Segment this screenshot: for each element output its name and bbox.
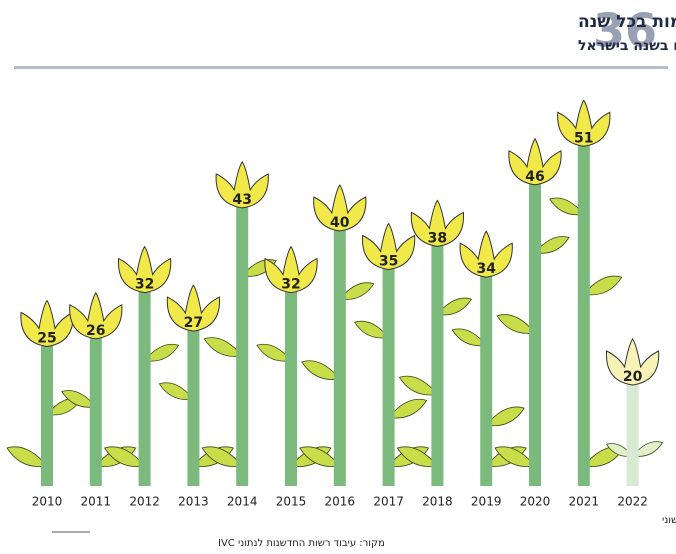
stem bbox=[41, 344, 53, 486]
tulip: 43 bbox=[215, 160, 269, 209]
x-tick-label: 2017 bbox=[373, 495, 404, 509]
stem bbox=[138, 290, 151, 486]
leaf bbox=[339, 282, 375, 300]
x-tick-label: 2010 bbox=[32, 495, 63, 509]
leaf bbox=[496, 314, 536, 334]
tulip: 25 bbox=[20, 299, 74, 348]
figure-number: 36 bbox=[593, 4, 657, 58]
tulip: 34 bbox=[459, 230, 513, 278]
leaf bbox=[436, 297, 473, 316]
stem bbox=[382, 267, 395, 486]
x-tick-label: 2011 bbox=[81, 495, 112, 509]
tulip: 46 bbox=[508, 137, 562, 186]
x-tick-label: 2021 bbox=[569, 495, 600, 509]
leaf bbox=[549, 197, 585, 216]
stem bbox=[236, 205, 249, 486]
leaf bbox=[396, 446, 439, 467]
leaf bbox=[494, 446, 536, 467]
chart-subtitle: מספר חברות אקלים-טק חדשות שהוקמו בשנה בי… bbox=[578, 38, 676, 54]
leaf bbox=[301, 360, 341, 380]
leaves bbox=[6, 197, 664, 467]
tulip: 20 bbox=[606, 338, 660, 386]
value-label: 34 bbox=[476, 261, 496, 277]
stem bbox=[626, 383, 639, 486]
value-label: 35 bbox=[379, 254, 398, 270]
leaf bbox=[631, 441, 664, 457]
leaf bbox=[605, 443, 634, 457]
tulip: 38 bbox=[410, 199, 464, 247]
tulip: 32 bbox=[118, 245, 172, 294]
x-tick-label: 2020 bbox=[520, 495, 551, 509]
tulip-petal bbox=[606, 338, 660, 386]
value-label: 25 bbox=[37, 331, 56, 347]
value-label: 26 bbox=[86, 323, 105, 339]
value-label: 51 bbox=[574, 130, 593, 146]
value-label: 40 bbox=[330, 215, 350, 231]
tulip-petal bbox=[410, 199, 464, 247]
leaf bbox=[353, 320, 390, 339]
x-tick-label: 2016 bbox=[325, 495, 356, 509]
stem bbox=[187, 329, 200, 486]
tulip: 51 bbox=[557, 99, 611, 147]
stem bbox=[529, 182, 541, 487]
tulip-petal bbox=[557, 99, 611, 147]
stem bbox=[577, 144, 590, 487]
value-label: 46 bbox=[525, 169, 544, 185]
leaf bbox=[387, 398, 428, 419]
tulip: 35 bbox=[362, 222, 416, 271]
tulip: 40 bbox=[313, 184, 367, 232]
x-tick-label: 2022 bbox=[617, 495, 648, 509]
tulip-petal bbox=[508, 137, 562, 186]
stem bbox=[285, 290, 297, 486]
leaf bbox=[256, 343, 292, 362]
tulip: 32 bbox=[264, 245, 318, 294]
leaf bbox=[203, 337, 243, 357]
value-label: 32 bbox=[281, 277, 300, 293]
leaf bbox=[158, 382, 195, 401]
tulip-petal bbox=[118, 245, 172, 294]
tulip-petal bbox=[459, 230, 513, 278]
leaf bbox=[143, 343, 180, 362]
plot: 25 2010 26 2011 32 2012 27 2013 43 2014 32 2015 40 20… bbox=[20, 99, 660, 509]
stem bbox=[89, 336, 102, 486]
leaf bbox=[201, 446, 243, 467]
header-rule bbox=[14, 66, 668, 69]
leaf bbox=[534, 236, 570, 254]
value-label: 32 bbox=[135, 277, 154, 293]
leaf bbox=[61, 390, 97, 408]
leaf bbox=[451, 328, 487, 347]
value-label: 38 bbox=[428, 230, 447, 246]
estimate-note: אומדן ראשוני bbox=[662, 515, 676, 526]
x-tick-label: 2014 bbox=[227, 495, 258, 509]
value-label: 27 bbox=[184, 315, 203, 331]
value-label: 43 bbox=[232, 192, 251, 208]
tulip-petal bbox=[20, 299, 74, 348]
leaf bbox=[583, 275, 623, 296]
tulip-petal bbox=[69, 291, 123, 340]
leaf bbox=[299, 446, 341, 467]
leaf bbox=[485, 406, 525, 427]
x-tick-label: 2018 bbox=[422, 495, 453, 509]
leaf bbox=[398, 375, 439, 396]
value-label: 20 bbox=[623, 369, 643, 385]
x-tick-label: 2012 bbox=[129, 495, 160, 509]
tulip-petal bbox=[215, 160, 269, 209]
x-tick-label: 2015 bbox=[276, 495, 307, 509]
tulip-petal bbox=[313, 184, 367, 232]
stem bbox=[480, 275, 493, 486]
stem bbox=[431, 244, 444, 486]
tulip-petal bbox=[362, 222, 416, 271]
source: מקור: עיבוד רשות החדשנות לנתוני IVC bbox=[218, 538, 385, 549]
leaf bbox=[103, 446, 146, 467]
leaf bbox=[6, 446, 48, 467]
tulip-petal bbox=[166, 284, 220, 332]
tulip: 26 bbox=[69, 291, 123, 340]
x-tick-label: 2013 bbox=[178, 495, 209, 509]
tulip: 27 bbox=[166, 284, 220, 332]
x-tick-label: 2019 bbox=[471, 495, 502, 509]
tulip-petal bbox=[264, 245, 318, 294]
stem bbox=[333, 229, 346, 486]
chart-title: בתוך עשור הוכפל מספרן של חברות האקלים-טק… bbox=[578, 12, 676, 32]
